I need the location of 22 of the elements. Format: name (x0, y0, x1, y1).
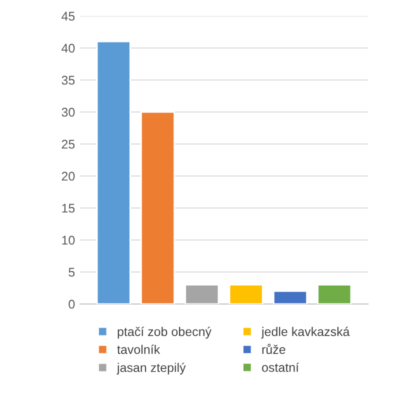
bar (272, 290, 308, 304)
y-tick-label: 35 (62, 76, 75, 85)
legend-label: tavolník (117, 344, 160, 354)
y-tick-label: 10 (62, 236, 75, 245)
bar (228, 284, 264, 304)
legend-label: jedle kavkazská (261, 326, 350, 339)
y-tick-label: 15 (62, 204, 75, 213)
y-tick-label: 30 (62, 108, 75, 117)
y-tick-label: 0 (68, 300, 75, 309)
legend-label: ostatní (262, 362, 299, 372)
y-tick-label: 5 (68, 268, 75, 277)
y-tick-label: 45 (62, 12, 75, 21)
legend-label: růže (262, 344, 286, 354)
legend-label: jasan ztepilý (116, 362, 186, 375)
y-tick-label: 25 (62, 140, 75, 149)
bar (184, 284, 220, 304)
y-tick-label: 40 (62, 44, 75, 53)
bar (96, 40, 131, 304)
y-tick-label: 20 (62, 172, 75, 181)
bar (140, 111, 176, 304)
bar (317, 284, 352, 304)
legend-label: ptačí zob obecný (118, 326, 212, 339)
